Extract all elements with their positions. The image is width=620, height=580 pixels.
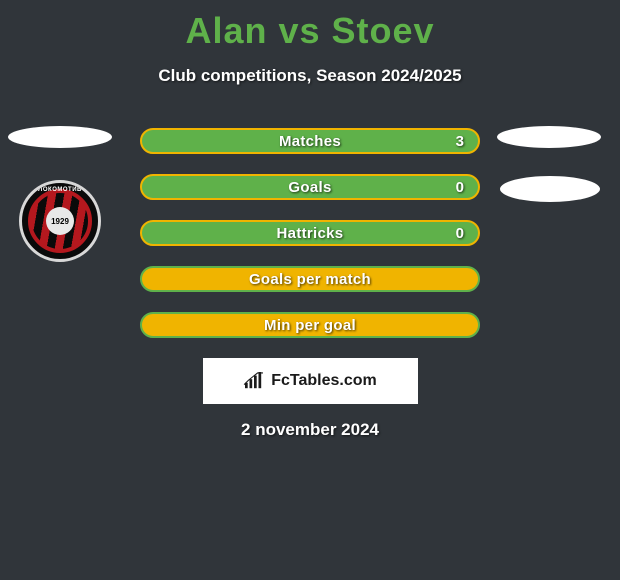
player-left-placeholder [8,126,112,148]
player-right-placeholder-1 [497,126,601,148]
stat-bar: Hattricks 0 [140,220,480,246]
stat-bar-label: Goals [288,179,331,196]
page-title: Alan vs Stoev [0,0,620,52]
stat-bar: Goals 0 [140,174,480,200]
chart-icon [243,372,265,390]
date-text: 2 november 2024 [0,420,620,440]
stat-bar: Matches 3 [140,128,480,154]
club-badge-year: 1929 [46,207,74,235]
club-badge-name: ЛОКОМОТИВ [22,187,98,193]
stat-bar-value: 0 [456,179,464,196]
stat-bar-label: Matches [279,133,341,150]
stat-bar-label: Goals per match [249,271,371,288]
stat-bar-value: 3 [456,133,464,150]
stat-bar: Min per goal [140,312,480,338]
stat-bar-value: 0 [456,225,464,242]
player-right-placeholder-2 [500,176,600,202]
stat-bar-label: Hattricks [277,225,344,242]
brand-banner[interactable]: FcTables.com [203,358,418,404]
club-badge: ЛОКОМОТИВ 1929 [19,180,101,262]
title-text: Alan vs Stoev [185,10,434,51]
subtitle: Club competitions, Season 2024/2025 [0,66,620,86]
stat-bar: Goals per match [140,266,480,292]
stats-bars: Matches 3 Goals 0 Hattricks 0 Goals per match M… [140,128,480,338]
brand-text: FcTables.com [271,372,377,390]
stat-bar-label: Min per goal [264,317,356,334]
